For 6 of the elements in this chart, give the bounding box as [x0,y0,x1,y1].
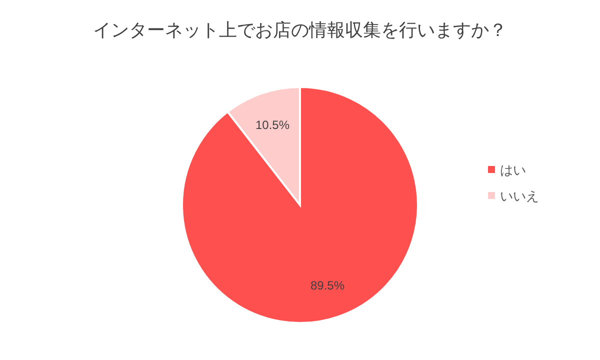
pie-slice [181,86,419,324]
data-label: 89.5% [310,278,345,293]
data-label: 10.5% [255,118,290,132]
legend-label: はい [500,162,526,178]
chart-title: インターネット上でお店の情報収集を行いますか？ [93,20,507,40]
legend-label: いいえ [500,188,539,204]
